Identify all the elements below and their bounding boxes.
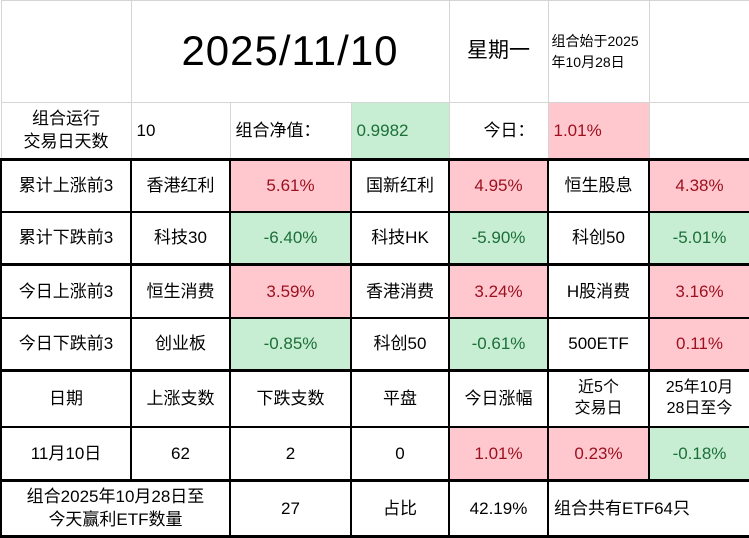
etf-name: H股消费 — [547, 263, 650, 319]
etf-value: 3.16% — [648, 263, 749, 319]
footer-row: 组合2025年10月28日至 今天赢利ETF数量 27 占比 42.19% 组合… — [0, 479, 749, 538]
stats-values-row: 11月10日 62 2 0 1.01% 0.23% -0.18% — [0, 425, 749, 482]
etf-name: 科技HK — [350, 210, 450, 266]
etf-name: 国新红利 — [350, 158, 450, 213]
nav-value: 0.9982 — [350, 102, 450, 161]
empty-cell — [648, 102, 749, 161]
etf-name: 恒生消费 — [130, 263, 231, 319]
etf-value: -5.01% — [648, 210, 749, 266]
cum-down-row: 累计下跌前3 科技30 -6.40% 科技HK -5.90% 科创50 -5.0… — [0, 210, 749, 266]
etf-name: 科创50 — [350, 316, 450, 372]
col-header-date: 日期 — [0, 369, 132, 428]
stats-date: 11月10日 — [0, 425, 132, 482]
day-down-row: 今日下跌前3 创业板 -0.85% 科创50 -0.61% 500ETF 0.1… — [0, 316, 749, 372]
total-etf-note: 组合共有ETF64只 — [547, 479, 749, 538]
etf-value: -0.61% — [448, 316, 549, 372]
today-value: 1.01% — [547, 102, 650, 161]
etf-value: 4.95% — [448, 158, 549, 213]
etf-name: 香港消费 — [350, 263, 450, 319]
etf-value: -6.40% — [229, 210, 352, 266]
col-header-today: 今日涨幅 — [448, 369, 549, 428]
cum-up-row: 累计上涨前3 香港红利 5.61% 国新红利 4.95% 恒生股息 4.38% — [0, 158, 749, 213]
summary-row: 组合运行 交易日天数 10 组合净值： 0.9982 今日： 1.01% — [0, 102, 749, 161]
stats-up: 62 — [130, 425, 231, 482]
etf-value: 4.38% — [648, 158, 749, 213]
today-label: 今日： — [448, 102, 549, 161]
etf-value: 3.59% — [229, 263, 352, 319]
col-header-up: 上涨支数 — [130, 369, 231, 428]
empty-cell — [648, 0, 749, 103]
etf-name: 500ETF — [547, 316, 650, 372]
etf-value: -0.85% — [229, 316, 352, 372]
etf-name: 香港红利 — [130, 158, 231, 213]
etf-name: 创业板 — [130, 316, 231, 372]
ratio-value: 42.19% — [448, 479, 549, 538]
col-header-down: 下跌支数 — [229, 369, 352, 428]
row-label: 今日下跌前3 — [0, 316, 132, 372]
etf-value: 3.24% — [448, 263, 549, 319]
col-header-since: 25年10月 28日至今 — [648, 369, 749, 428]
etf-value: -5.90% — [448, 210, 549, 266]
run-days-value: 10 — [130, 102, 231, 161]
etf-name: 科技30 — [130, 210, 231, 266]
win-count-value: 27 — [229, 479, 352, 538]
empty-cell — [0, 0, 132, 103]
win-count-label: 组合2025年10月28日至 今天赢利ETF数量 — [0, 479, 231, 538]
etf-value: 0.11% — [648, 316, 749, 372]
stats-header-row: 日期 上涨支数 下跌支数 平盘 今日涨幅 近5个 交易日 25年10月 28日至… — [0, 369, 749, 428]
row-label: 累计下跌前3 — [0, 210, 132, 266]
stats-since: -0.18% — [648, 425, 749, 482]
stats-today: 1.01% — [448, 425, 549, 482]
ratio-label: 占比 — [350, 479, 450, 538]
stats-flat: 0 — [350, 425, 450, 482]
date-title: 2025/11/10 — [130, 0, 450, 103]
row-label: 今日上涨前3 — [0, 263, 132, 319]
row-label: 累计上涨前3 — [0, 158, 132, 213]
day-up-row: 今日上涨前3 恒生消费 3.59% 香港消费 3.24% H股消费 3.16% — [0, 263, 749, 319]
title-row: 2025/11/10 星期一 组合始于2025年10月28日 — [0, 0, 749, 103]
nav-label: 组合净值： — [229, 102, 352, 161]
portfolio-start-note: 组合始于2025年10月28日 — [547, 0, 650, 103]
stats-last5: 0.23% — [547, 425, 650, 482]
etf-name: 恒生股息 — [547, 158, 650, 213]
weekday: 星期一 — [448, 0, 549, 103]
col-header-last5: 近5个 交易日 — [547, 369, 650, 428]
run-days-label: 组合运行 交易日天数 — [0, 102, 132, 161]
col-header-flat: 平盘 — [350, 369, 450, 428]
stats-down: 2 — [229, 425, 352, 482]
etf-name: 科创50 — [547, 210, 650, 266]
etf-value: 5.61% — [229, 158, 352, 213]
